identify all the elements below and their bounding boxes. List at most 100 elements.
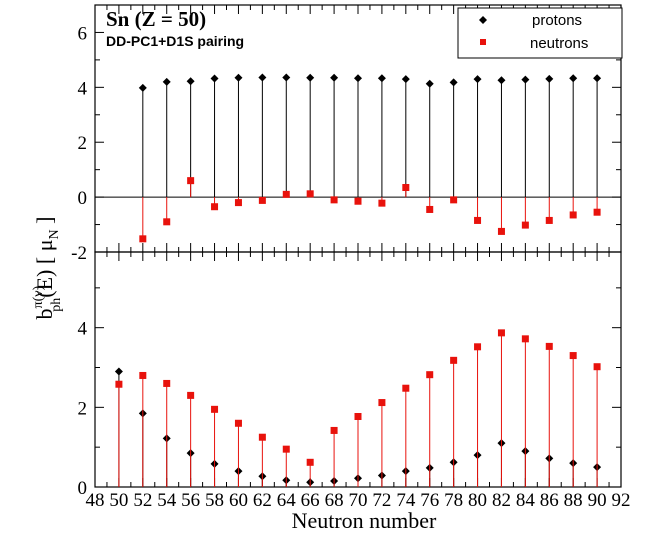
x-tick-label: 56 [181, 490, 200, 511]
y-axis-title-sup: π(ν) [31, 285, 46, 308]
x-tick-label: 66 [301, 490, 320, 511]
y-tick-label-lower: 2 [78, 398, 88, 419]
point-neutrons [569, 352, 577, 360]
point-neutrons [402, 384, 410, 392]
x-tick-label: 74 [396, 490, 416, 511]
point-neutrons [593, 363, 601, 371]
point-neutrons [187, 177, 195, 185]
point-neutrons [139, 371, 147, 379]
x-tick-label: 48 [86, 490, 105, 511]
point-neutrons [378, 199, 386, 207]
point-protons [186, 77, 195, 86]
point-neutrons [545, 216, 553, 224]
point-neutrons [354, 413, 362, 420]
y-axis-title-close: ] [32, 217, 57, 230]
point-neutrons [258, 433, 266, 441]
point-neutrons [211, 405, 219, 413]
x-tick-label: 72 [372, 490, 391, 511]
point-protons [593, 74, 602, 83]
point-protons [114, 367, 123, 376]
point-neutrons [545, 342, 553, 350]
point-neutrons [521, 335, 529, 343]
x-tick-label: 90 [588, 490, 607, 511]
point-neutrons [306, 458, 314, 466]
legend-box [457, 7, 623, 59]
y-tick-label-upper: 6 [78, 23, 88, 44]
legend-label-neutrons: neutrons [530, 35, 588, 52]
y-tick-label-upper: 4 [78, 78, 88, 99]
svg-text:bπ(ν)ph(E) [ μN ]: bπ(ν) ph(E) [ μN ] [31, 217, 64, 320]
point-protons [377, 74, 386, 83]
point-protons [138, 83, 147, 92]
point-neutrons [211, 203, 219, 211]
x-tick-label: 70 [349, 490, 368, 511]
point-protons [234, 73, 243, 82]
point-neutrons [306, 190, 314, 198]
point-neutrons [593, 208, 601, 216]
legend-label-protons: protons [532, 12, 582, 29]
point-protons [473, 75, 482, 84]
point-neutrons [569, 211, 577, 219]
x-tick-label: 88 [564, 490, 583, 511]
x-tick-label: 58 [205, 490, 224, 511]
point-protons [306, 73, 315, 82]
point-neutrons [163, 218, 171, 226]
point-neutrons [426, 205, 434, 213]
point-neutrons [282, 190, 290, 198]
series-layer [114, 73, 602, 487]
point-protons [210, 74, 219, 83]
x-tick-label: 60 [229, 490, 248, 511]
point-neutrons [402, 184, 410, 192]
point-neutrons [497, 329, 505, 337]
x-tick-label: 50 [109, 490, 128, 511]
x-tick-label: 62 [253, 490, 272, 511]
point-neutrons [497, 227, 505, 235]
point-protons [449, 78, 458, 87]
y-axis-title-sub: ph [49, 298, 64, 312]
point-protons [569, 74, 578, 83]
x-tick-label: 80 [468, 490, 487, 511]
x-tick-label: 84 [516, 490, 536, 511]
x-tick-label: 54 [157, 490, 177, 511]
point-protons [330, 73, 339, 82]
x-tick-label: 52 [133, 490, 152, 511]
point-neutrons [139, 235, 147, 243]
point-neutrons [426, 371, 434, 379]
x-tick-label: 82 [492, 490, 511, 511]
y-axis-title-unit-sub: N [47, 229, 62, 239]
point-neutrons [330, 426, 338, 434]
legend: protons neutrons [457, 7, 623, 59]
chart-subtitle: DD-PC1+D1S pairing [106, 33, 244, 49]
x-axis-title: Neutron number [292, 508, 437, 533]
y-tick-label-lower: 0 [78, 478, 88, 499]
y-tick-label-upper: 0 [78, 188, 88, 209]
y-tick-label-upper: -2 [71, 243, 87, 264]
point-protons [521, 75, 530, 84]
point-protons [425, 79, 434, 88]
point-protons [258, 73, 267, 82]
point-neutrons [354, 197, 362, 205]
y-axis-title: bπ(ν) ph(E) [ μN ] [31, 217, 64, 320]
x-tick-label: 76 [420, 490, 439, 511]
point-neutrons [258, 196, 266, 204]
y-axis-title-base: b [32, 308, 57, 319]
legend-marker-protons [479, 16, 487, 24]
point-protons [162, 77, 171, 86]
point-protons [401, 75, 410, 84]
point-neutrons [450, 356, 458, 364]
point-neutrons [330, 196, 338, 204]
x-tick-label: 78 [444, 490, 463, 511]
point-neutrons [474, 343, 482, 351]
chart-title: Sn (Z = 50) [106, 7, 206, 31]
x-tick-label: 86 [540, 490, 559, 511]
x-tick-label: 68 [325, 490, 344, 511]
point-neutrons [474, 216, 482, 224]
point-protons [545, 74, 554, 83]
point-neutrons [163, 379, 171, 387]
y-axis-title-rest: (E) [ μ [32, 240, 57, 298]
legend-marker-neutrons [480, 39, 486, 45]
point-neutrons [234, 419, 242, 427]
point-neutrons [187, 391, 195, 399]
x-tick-label: 64 [277, 490, 297, 511]
